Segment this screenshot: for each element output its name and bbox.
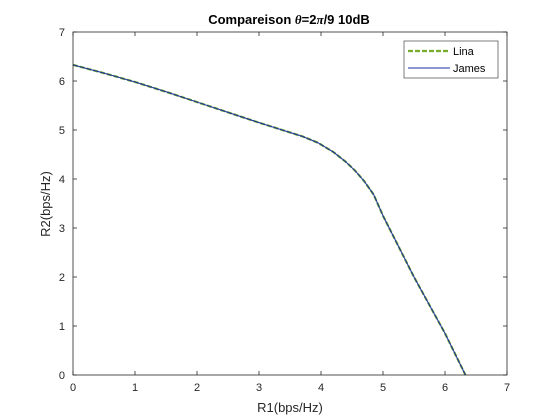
title-suffix: /9 10dB xyxy=(324,12,370,27)
x-tick-label: 0 xyxy=(70,382,76,394)
y-tick-label: 1 xyxy=(59,321,65,333)
title-mid: =2 xyxy=(302,12,317,27)
x-tick-label: 3 xyxy=(256,382,262,394)
x-tick-label: 4 xyxy=(318,382,324,394)
x-tick-label: 2 xyxy=(194,382,200,394)
axes-box xyxy=(72,31,508,376)
x-tick-label: 7 xyxy=(504,382,510,394)
series-line-james xyxy=(72,64,466,376)
legend-label-lina: Lina xyxy=(453,46,475,58)
x-tick-label: 1 xyxy=(132,382,138,394)
title-theta-symbol: θ xyxy=(295,12,302,27)
y-tick-label: 5 xyxy=(59,125,65,137)
legend: Lina James xyxy=(403,40,499,79)
x-tick-label: 6 xyxy=(442,382,448,394)
ticks-layer: 0 1 2 3 4 5 6 7 0 1 2 3 4 5 6 7 xyxy=(59,27,510,394)
x-tick-label: 5 xyxy=(380,382,386,394)
y-tick-label: 3 xyxy=(59,223,65,235)
plot-area xyxy=(73,32,507,375)
title-pi-symbol: π xyxy=(316,12,324,27)
y-tick-label: 6 xyxy=(59,76,65,88)
y-tick-label: 2 xyxy=(59,272,65,284)
chart-title: Compareison θ=2π/9 10dB xyxy=(208,12,370,27)
y-axis-label: R2(bps/Hz) xyxy=(38,171,53,237)
legend-box xyxy=(403,40,499,79)
y-tick-label: 0 xyxy=(59,370,65,382)
x-axis-label: R1(bps/Hz) xyxy=(257,400,323,415)
series-layer xyxy=(72,63,467,376)
title-prefix: Compareison xyxy=(208,12,295,27)
y-tick-label: 7 xyxy=(59,27,65,39)
y-tick-label: 4 xyxy=(59,174,65,186)
legend-label-james: James xyxy=(453,63,486,75)
